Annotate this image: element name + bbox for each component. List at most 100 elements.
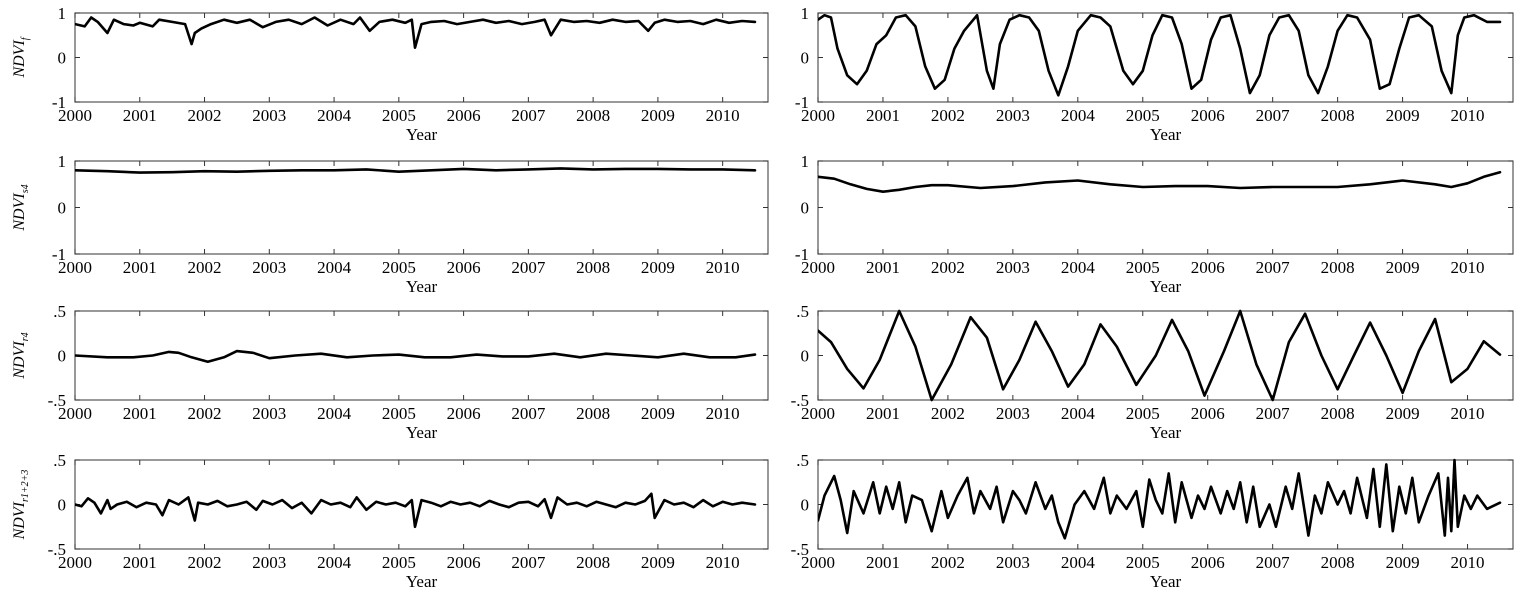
y-tick-label: .5 — [796, 451, 809, 470]
x-tick-label: 2009 — [641, 106, 675, 125]
x-tick-label: 2009 — [1386, 404, 1420, 423]
y-tick-label: -.5 — [791, 540, 809, 559]
x-tick-label: 2009 — [641, 553, 675, 572]
y-tick-label: 0 — [58, 199, 67, 218]
x-tick-label: 2006 — [447, 553, 481, 572]
panel-8: 2000 2001 2002 2003 2004 2005 2006 2007 2008 2009… — [791, 451, 1514, 591]
panel-4: 2000 2001 2002 2003 2004 2005 2006 2007 2008 2009… — [795, 152, 1514, 296]
x-tick-label: 2007 — [511, 553, 546, 572]
y-tick-label: 1 — [801, 152, 810, 171]
panel-7: 2000 2001 2002 2003 2004 2005 2006 2007 2008 2009… — [11, 451, 769, 591]
x-tick-label: 2000 — [801, 258, 835, 277]
x-tick-label: 2000 — [58, 404, 92, 423]
panel-2: 2000 2001 2002 2003 2004 2005 2006 2007 2008 2009… — [795, 4, 1514, 144]
x-tick-label: 2009 — [1386, 258, 1420, 277]
x-tick-label: 2007 — [1256, 258, 1291, 277]
x-tick-label: 2005 — [1126, 106, 1160, 125]
x-tick-label: 2005 — [382, 553, 416, 572]
x-tick-label: 2009 — [1386, 106, 1420, 125]
x-tick-label: 2003 — [252, 553, 286, 572]
x-tick-label: 2001 — [123, 258, 157, 277]
x-tick-label: 2010 — [1451, 258, 1485, 277]
plot-area-frame — [817, 160, 1514, 255]
x-axis-title: Year — [406, 572, 438, 591]
x-tick-label: 2002 — [931, 106, 965, 125]
x-tick-label: 2002 — [931, 553, 965, 572]
y-tick-label: 1 — [801, 4, 810, 23]
x-axis-title: Year — [1150, 277, 1182, 296]
series-line — [75, 167, 757, 174]
y-tick-label: 0 — [801, 347, 810, 366]
y-tick-label: -.5 — [48, 391, 66, 410]
x-tick-label: 2000 — [58, 553, 92, 572]
x-tick-label: 2004 — [317, 404, 352, 423]
x-tick-label: 2001 — [866, 553, 900, 572]
x-tick-label: 2007 — [511, 258, 546, 277]
y-tick-label: 0 — [801, 496, 810, 515]
x-axis-title: Year — [406, 423, 438, 442]
y-tick-label: 0 — [58, 49, 67, 68]
x-tick-label: 2000 — [58, 258, 92, 277]
y-tick-label: 0 — [58, 496, 67, 515]
x-tick-label: 2007 — [511, 106, 546, 125]
x-tick-label: 2006 — [1191, 258, 1225, 277]
y-tick-label: -1 — [795, 245, 809, 264]
x-tick-label: 2010 — [706, 404, 740, 423]
x-tick-label: 2010 — [706, 553, 740, 572]
x-tick-label: 2010 — [1451, 106, 1485, 125]
x-tick-label: 2008 — [576, 258, 610, 277]
x-tick-label: 2002 — [931, 404, 965, 423]
series-line — [75, 492, 757, 529]
series-line — [75, 349, 757, 364]
x-tick-label: 2001 — [123, 553, 157, 572]
y-tick-label: 0 — [58, 347, 67, 366]
y-tick-label: .5 — [53, 451, 66, 470]
x-tick-label: 2004 — [1061, 404, 1096, 423]
x-tick-label: 2004 — [1061, 106, 1096, 125]
x-tick-label: 2010 — [706, 258, 740, 277]
x-tick-label: 2006 — [1191, 106, 1225, 125]
x-tick-label: 2007 — [1256, 106, 1291, 125]
x-tick-label: 2001 — [866, 106, 900, 125]
x-tick-label: 2007 — [1256, 553, 1291, 572]
x-tick-label: 2007 — [1256, 404, 1291, 423]
x-axis-title: Year — [1150, 572, 1182, 591]
x-tick-label: 2002 — [188, 404, 222, 423]
y-axis-title: NDVIr4 — [11, 332, 31, 379]
x-tick-label: 2002 — [188, 258, 222, 277]
x-tick-label: 2010 — [1451, 553, 1485, 572]
x-tick-label: 2002 — [188, 553, 222, 572]
x-tick-label: 2006 — [447, 404, 481, 423]
panel-1: 2000 2001 2002 2003 2004 2005 2006 2007 2008 2009… — [11, 4, 769, 144]
x-tick-label: 2003 — [252, 258, 286, 277]
x-tick-label: 2005 — [1126, 553, 1160, 572]
x-axis-title: Year — [406, 125, 438, 144]
x-axis-title: Year — [1150, 125, 1182, 144]
x-tick-label: 2010 — [1451, 404, 1485, 423]
y-tick-label: .5 — [53, 302, 66, 321]
y-tick-label: -.5 — [48, 540, 66, 559]
y-tick-label: -1 — [52, 245, 66, 264]
x-tick-label: 2009 — [1386, 553, 1420, 572]
series-line — [818, 170, 1502, 193]
x-tick-label: 2003 — [252, 404, 286, 423]
y-tick-label: -.5 — [791, 391, 809, 410]
x-tick-label: 2004 — [317, 106, 352, 125]
series-line — [818, 309, 1502, 402]
x-tick-label: 2004 — [1061, 258, 1096, 277]
y-axis-title: NDVIf — [11, 36, 31, 78]
x-tick-label: 2005 — [382, 258, 416, 277]
x-tick-label: 2006 — [447, 106, 481, 125]
x-tick-label: 2008 — [1321, 404, 1355, 423]
x-tick-label: 2003 — [252, 106, 286, 125]
x-tick-label: 2007 — [511, 404, 546, 423]
series-line — [818, 13, 1502, 97]
x-tick-label: 2005 — [1126, 404, 1160, 423]
series-line — [818, 458, 1502, 540]
y-tick-label: .5 — [796, 302, 809, 321]
x-tick-label: 2000 — [801, 553, 835, 572]
x-tick-label: 2006 — [447, 258, 481, 277]
y-tick-label: 1 — [58, 4, 67, 23]
x-tick-label: 2009 — [641, 258, 675, 277]
